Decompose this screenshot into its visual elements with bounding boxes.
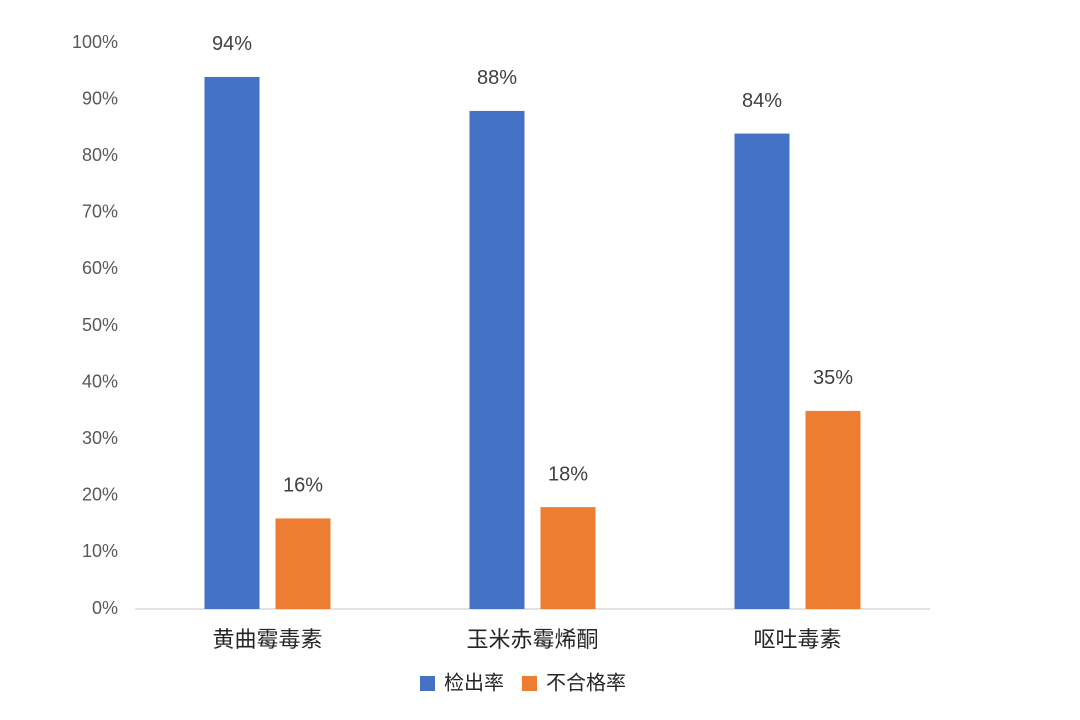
y-tick-label: 30% bbox=[82, 428, 118, 448]
data-label: 35% bbox=[813, 367, 853, 389]
bar bbox=[734, 133, 790, 609]
y-tick-label: 40% bbox=[82, 371, 118, 391]
legend-label: 检出率 bbox=[444, 671, 504, 694]
legend-label: 不合格率 bbox=[546, 671, 626, 694]
y-tick-label: 60% bbox=[82, 258, 118, 278]
x-tick-label: 玉米赤霉烯酮 bbox=[466, 627, 598, 652]
legend-swatch bbox=[420, 676, 435, 691]
y-tick-label: 20% bbox=[82, 485, 118, 505]
y-tick-label: 100% bbox=[72, 32, 118, 52]
data-label: 94% bbox=[212, 33, 252, 55]
y-tick-label: 10% bbox=[82, 541, 118, 561]
data-label: 16% bbox=[283, 475, 323, 497]
y-tick-label: 50% bbox=[82, 315, 118, 335]
data-label: 18% bbox=[548, 463, 588, 485]
x-tick-label: 黄曲霉毒素 bbox=[212, 627, 322, 652]
y-tick-label: 70% bbox=[82, 202, 118, 222]
y-tick-label: 90% bbox=[82, 88, 118, 108]
y-tick-label: 80% bbox=[82, 145, 118, 165]
y-tick-label: 0% bbox=[92, 598, 118, 618]
bar bbox=[275, 518, 331, 609]
x-tick-label: 呕吐毒素 bbox=[753, 627, 841, 652]
bar bbox=[469, 110, 525, 610]
bar bbox=[540, 507, 596, 609]
data-label: 88% bbox=[477, 67, 517, 89]
data-label: 84% bbox=[742, 90, 782, 112]
legend-swatch bbox=[522, 676, 537, 691]
bar bbox=[805, 410, 861, 609]
bar bbox=[204, 76, 260, 609]
